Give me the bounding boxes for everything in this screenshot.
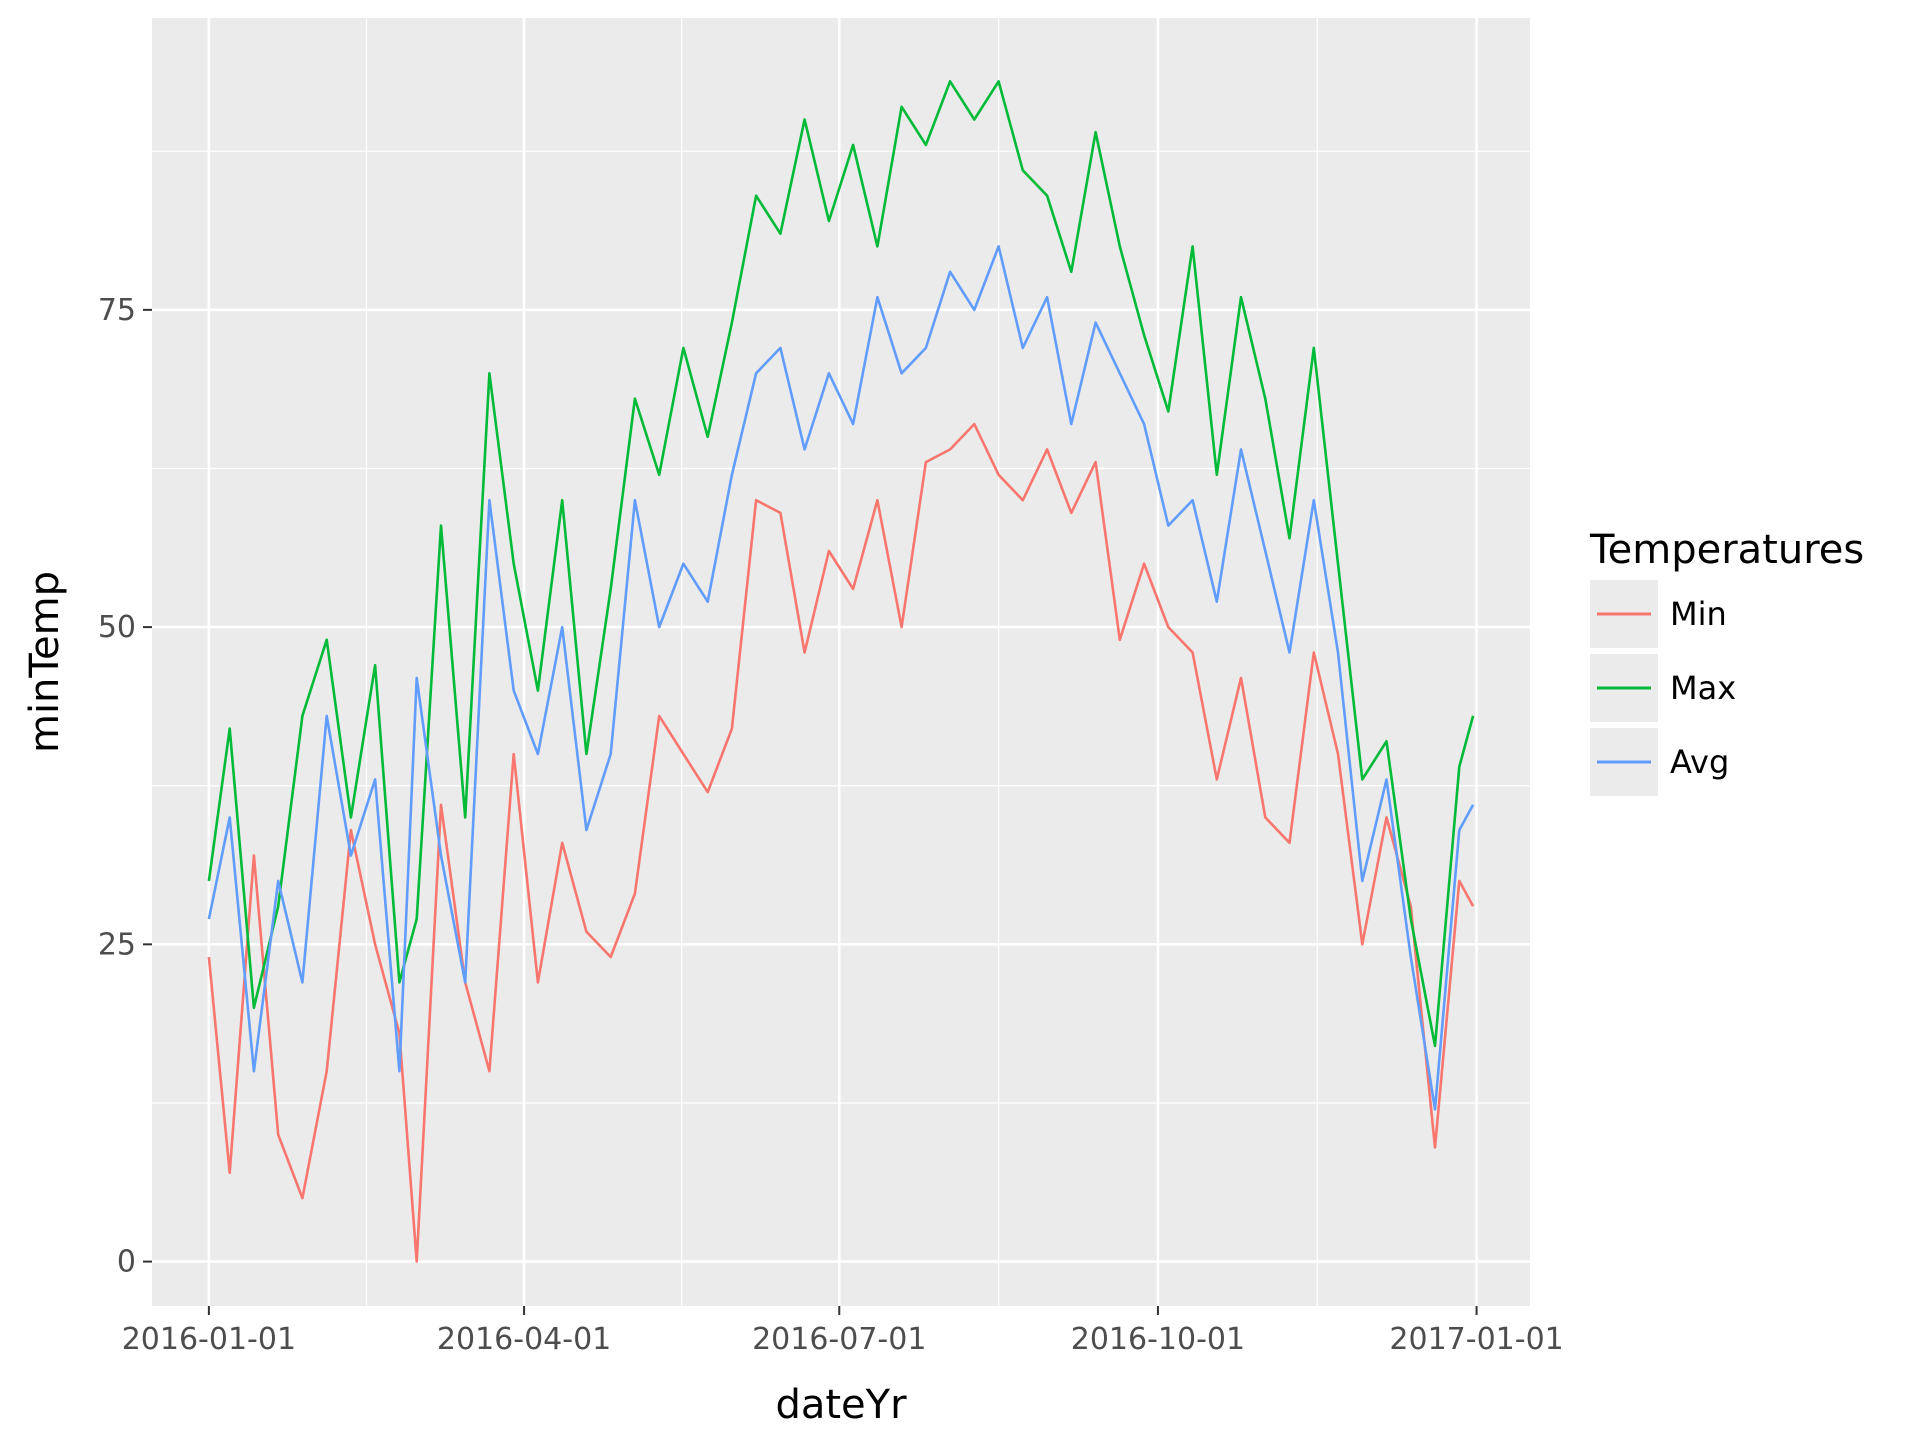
legend-item-max: Max xyxy=(1590,654,1736,722)
series-line-max xyxy=(207,80,1475,1048)
series-line-min xyxy=(207,422,1475,1263)
y-tick-label: 0 xyxy=(117,1245,136,1280)
x-tick-label: 2016-10-01 xyxy=(1071,1322,1245,1357)
plot-panel xyxy=(152,18,1530,1306)
legend-title: Temperatures xyxy=(1589,527,1864,573)
legend-label-min: Min xyxy=(1670,595,1727,633)
legend: Temperatures Min Max Avg xyxy=(1589,527,1864,796)
y-tick-label: 50 xyxy=(98,610,136,645)
x-tick-label: 2017-01-01 xyxy=(1389,1322,1563,1357)
y-tick-label: 75 xyxy=(98,293,136,328)
series-line-avg xyxy=(207,245,1475,1111)
legend-label-avg: Avg xyxy=(1670,743,1729,781)
x-tick-label: 2016-04-01 xyxy=(437,1322,611,1357)
legend-label-max: Max xyxy=(1670,669,1736,707)
legend-item-avg: Avg xyxy=(1590,728,1729,796)
y-tick-label: 25 xyxy=(98,927,136,962)
y-axis-title: minTemp xyxy=(22,571,68,753)
series-lines xyxy=(207,80,1475,1263)
x-tick-label: 2016-01-01 xyxy=(122,1322,296,1357)
grid-major xyxy=(152,18,1530,1306)
axis-ticks xyxy=(143,308,1478,1315)
legend-item-min: Min xyxy=(1590,580,1727,648)
grid-minor xyxy=(152,18,1530,1306)
x-axis-title: dateYr xyxy=(775,1382,907,1428)
tick-labels: 0 25 50 75 2016-01-01 2016-04-01 2016-07-01 201… xyxy=(98,293,1564,1357)
x-tick-label: 2016-07-01 xyxy=(752,1322,926,1357)
